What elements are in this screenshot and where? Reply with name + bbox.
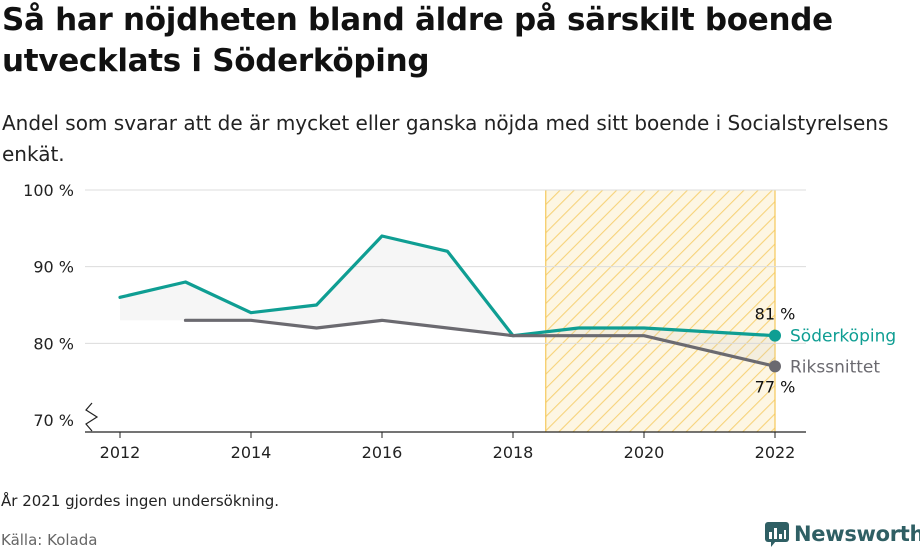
x-tick-label: 2012 [100, 443, 141, 462]
x-tick-label: 2018 [493, 443, 534, 462]
series-line-rikssnittet [183, 318, 777, 368]
series-endpoint [769, 329, 781, 342]
line-chart: 70 % 80 % 90 % 100 % 2012 2014 2016 2018 2020 202… [23, 181, 896, 462]
chart-title: Så har nöjdheten bland äldre på särskilt… [2, 2, 833, 79]
series-value-label: 81 % [755, 305, 796, 324]
x-tick-label: 2020 [624, 443, 665, 462]
x-tick-label: 2022 [755, 443, 796, 462]
axis-break-icon [85, 402, 99, 432]
brand-name: Newsworthy [794, 522, 920, 546]
series-name-label: Rikssnittet [790, 357, 880, 377]
y-tick-label: 100 % [23, 181, 74, 200]
x-tick-label: 2014 [231, 443, 272, 462]
y-tick-label: 90 % [33, 258, 74, 277]
x-tick-label: 2016 [362, 443, 403, 462]
difference-area [120, 236, 775, 367]
series-line-soderkoping [118, 234, 777, 338]
brand-logo: Newsworthy [764, 518, 920, 550]
source-note: Källa: Kolada [1, 531, 98, 549]
footnote: År 2021 gjordes ingen undersökning. [1, 492, 280, 510]
series-name-label: Söderköping [790, 327, 896, 347]
y-tick-label: 70 % [33, 411, 74, 430]
highlight-region [545, 190, 775, 432]
series-endpoint [769, 360, 781, 373]
series-value-label: 77 % [755, 377, 796, 396]
chart-subtitle: Andel som svarar att de är mycket eller … [2, 111, 889, 166]
y-tick-label: 80 % [33, 334, 74, 353]
newsworthy-logo-icon [765, 522, 789, 547]
